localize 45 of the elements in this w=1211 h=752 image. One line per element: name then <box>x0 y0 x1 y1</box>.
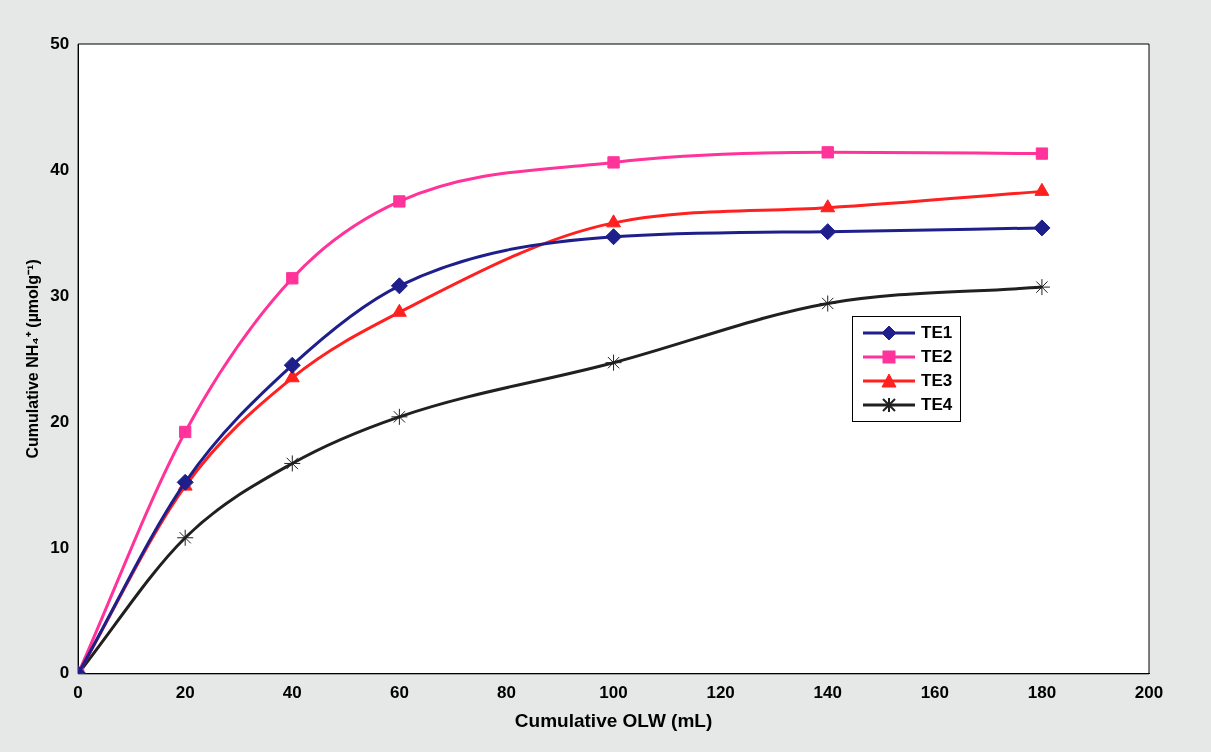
x-tick-label: 40 <box>282 682 302 702</box>
y-tick-label: 30 <box>50 285 70 305</box>
point <box>819 223 837 241</box>
point <box>179 425 192 439</box>
point <box>283 356 301 374</box>
point <box>1033 219 1051 237</box>
x-tick-label: 120 <box>706 682 735 702</box>
point <box>283 454 301 472</box>
x-tick-label: 80 <box>497 682 516 702</box>
y-tick-label: 0 <box>59 663 70 683</box>
point <box>819 294 837 312</box>
point <box>390 277 408 295</box>
y-tick-label: 20 <box>50 411 70 431</box>
x-tick-label: 20 <box>175 682 195 702</box>
point <box>605 228 623 246</box>
point <box>1035 147 1049 160</box>
point <box>605 354 623 372</box>
legend-label: TE2 <box>921 346 953 367</box>
y-axis-title: Cumulative NH₄⁺ (µmolg⁻¹) <box>24 259 42 459</box>
x-tick-label: 140 <box>813 682 842 702</box>
y-tick-label: 50 <box>50 33 70 53</box>
point <box>821 146 834 159</box>
y-tick-label: 40 <box>50 159 70 179</box>
x-tick-label: 60 <box>389 682 409 702</box>
x-tick-label: 160 <box>920 682 950 702</box>
point <box>176 529 194 547</box>
point <box>286 272 299 285</box>
point <box>1033 278 1051 296</box>
point <box>391 303 407 317</box>
y-tick-label: 10 <box>50 537 70 557</box>
point <box>607 156 620 169</box>
x-axis-title: Cumulative OLW (mL) <box>514 709 713 731</box>
point <box>284 369 300 383</box>
x-tick-label: 100 <box>599 682 628 702</box>
point <box>820 199 836 213</box>
x-tick-label: 200 <box>1134 682 1164 702</box>
x-tick-label: 180 <box>1027 682 1057 702</box>
x-tick-label: 0 <box>73 682 83 702</box>
legend-label: TE4 <box>921 394 953 415</box>
point <box>176 473 194 491</box>
point <box>393 195 406 208</box>
legend-label: TE3 <box>921 370 953 391</box>
point <box>390 408 408 426</box>
point <box>606 214 621 228</box>
legend-label: TE1 <box>921 322 953 343</box>
